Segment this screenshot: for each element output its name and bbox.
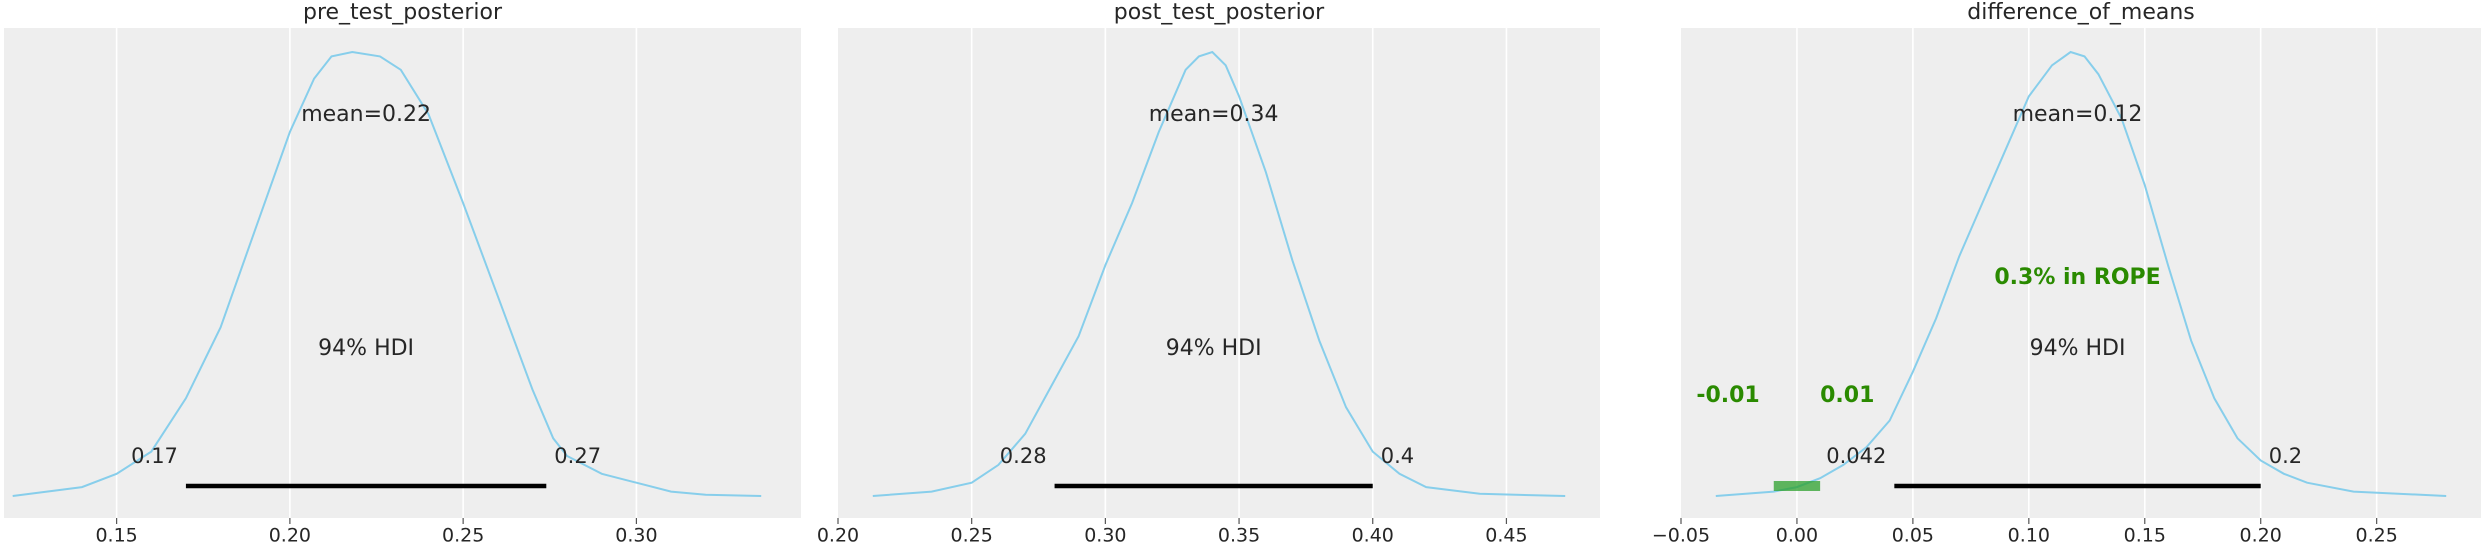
x-tick-label: 0.05 bbox=[1892, 525, 1934, 547]
rope-percentage-label: 0.3% in ROPE bbox=[1994, 265, 2160, 290]
x-tick-label: 0.30 bbox=[1084, 525, 1126, 547]
rope-lower-label: -0.01 bbox=[1696, 383, 1759, 408]
density-curve bbox=[872, 50, 1566, 497]
x-tick-label: 0.25 bbox=[442, 525, 484, 547]
x-tick-label: 0.20 bbox=[2240, 525, 2282, 547]
density-curve bbox=[12, 50, 762, 497]
mean-label: mean=0.22 bbox=[301, 102, 431, 127]
panel-post-test-posterior: 0.28 0.4 mean=0.34 94% HDI post_test_posteri… bbox=[817, 0, 1600, 547]
hdi-upper-label: 0.4 bbox=[1381, 444, 1414, 468]
plot-background bbox=[838, 28, 1600, 518]
x-tick-label: 0.15 bbox=[95, 525, 137, 547]
x-tick-label: 0.10 bbox=[2008, 525, 2050, 547]
x-tick-label: 0.30 bbox=[615, 525, 657, 547]
panel-title: difference_of_means bbox=[1967, 0, 2195, 25]
mean-label: mean=0.12 bbox=[2013, 102, 2143, 127]
hdi-label: 94% HDI bbox=[318, 336, 414, 361]
density-curve bbox=[1715, 50, 2447, 497]
hdi-upper-label: 0.2 bbox=[2269, 444, 2302, 468]
hdi-lower-label: 0.17 bbox=[131, 444, 178, 468]
hdi-label: 94% HDI bbox=[1166, 336, 1262, 361]
x-tick-label: 0.00 bbox=[1776, 525, 1818, 547]
hdi-label: 94% HDI bbox=[2030, 336, 2126, 361]
mean-label: mean=0.34 bbox=[1149, 102, 1279, 127]
x-tick-label: 0.25 bbox=[2355, 525, 2397, 547]
hdi-lower-label: 0.28 bbox=[1000, 444, 1047, 468]
x-tick-label: −0.05 bbox=[1652, 525, 1710, 547]
x-tick-label: 0.40 bbox=[1352, 525, 1394, 547]
rope-upper-label: 0.01 bbox=[1820, 383, 1874, 408]
hdi-upper-label: 0.27 bbox=[554, 444, 601, 468]
plot-background bbox=[1681, 28, 2481, 518]
plot-background bbox=[4, 28, 801, 518]
panel-difference-of-means: 0.042 0.2 mean=0.12 94% HDI 0.3% in ROPE -0.0… bbox=[1652, 0, 2481, 547]
rope-bar bbox=[1773, 481, 1821, 491]
panel-title: post_test_posterior bbox=[1114, 0, 1325, 25]
panel-title: pre_test_posterior bbox=[303, 0, 503, 25]
x-tick-label: 0.20 bbox=[269, 525, 311, 547]
hdi-lower-label: 0.042 bbox=[1826, 444, 1886, 468]
x-tick-label: 0.25 bbox=[951, 525, 993, 547]
x-tick-label: 0.20 bbox=[817, 525, 859, 547]
x-tick-label: 0.45 bbox=[1485, 525, 1527, 547]
panel-pre-test-posterior: 0.17 0.27 mean=0.22 94% HDI pre_test_posteri… bbox=[4, 0, 801, 547]
x-tick-label: 0.15 bbox=[2124, 525, 2166, 547]
x-tick-label: 0.35 bbox=[1218, 525, 1260, 547]
